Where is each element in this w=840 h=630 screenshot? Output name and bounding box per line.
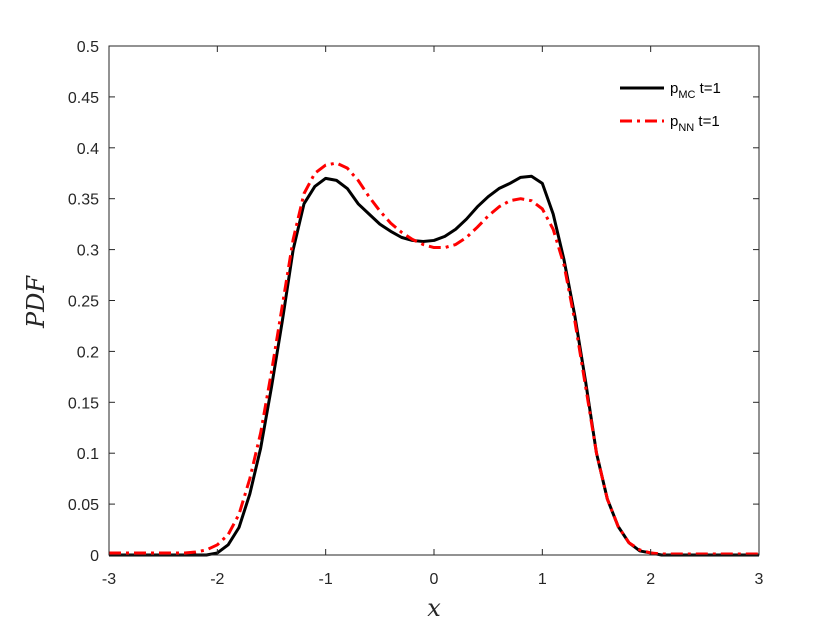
y-tick-label: 0.05: [68, 497, 99, 514]
legend-label-subscript: NN: [678, 122, 694, 134]
series-line-nn: [109, 161, 759, 556]
series-line-mc: [109, 174, 759, 557]
plot-background: [109, 46, 759, 555]
y-tick-label: 0.25: [68, 294, 99, 311]
y-tick-label: 0.35: [68, 192, 99, 209]
y-tick-label: 0.1: [77, 446, 99, 463]
x-tick-label: -1: [319, 571, 333, 588]
legend-label-subscript: MC: [678, 89, 695, 101]
legend-label-mc: pMC t=1: [670, 80, 721, 101]
x-tick-label: 1: [538, 571, 547, 588]
x-tick-label: 3: [755, 571, 764, 588]
y-tick-label: 0.3: [77, 243, 99, 260]
legend-label-main: p: [670, 80, 678, 97]
y-tick-label: 0: [90, 548, 99, 565]
legend-label-suffix: t=1: [694, 113, 719, 130]
axes-layer: [108, 45, 760, 556]
legend-label-nn: pNN t=1: [670, 113, 720, 134]
x-tick-labels: -3 -2 -1 0 1 2 3: [102, 571, 764, 588]
y-tick-label: 0.45: [68, 90, 99, 107]
y-tick-label: 0.4: [77, 141, 99, 158]
x-tick-label: 0: [430, 571, 439, 588]
x-tick-label: -2: [210, 571, 224, 588]
y-tick-label: 0.5: [77, 39, 99, 56]
legend-label-main: p: [670, 113, 678, 130]
x-axis-title: x: [427, 594, 441, 622]
x-tick-label: -3: [102, 571, 116, 588]
y-tick-labels: 0 0.05 0.1 0.15 0.2 0.25 0.3 0.35 0.4 0.45 0.5: [68, 39, 99, 565]
y-tick-label: 0.15: [68, 395, 99, 412]
legend-label-suffix: t=1: [695, 80, 720, 97]
x-tick-label: 2: [646, 571, 655, 588]
series-layer: [109, 161, 759, 557]
y-tick-label: 0.2: [77, 344, 99, 361]
plot-area: [109, 46, 759, 555]
y-axis-title: PDF: [22, 275, 50, 329]
